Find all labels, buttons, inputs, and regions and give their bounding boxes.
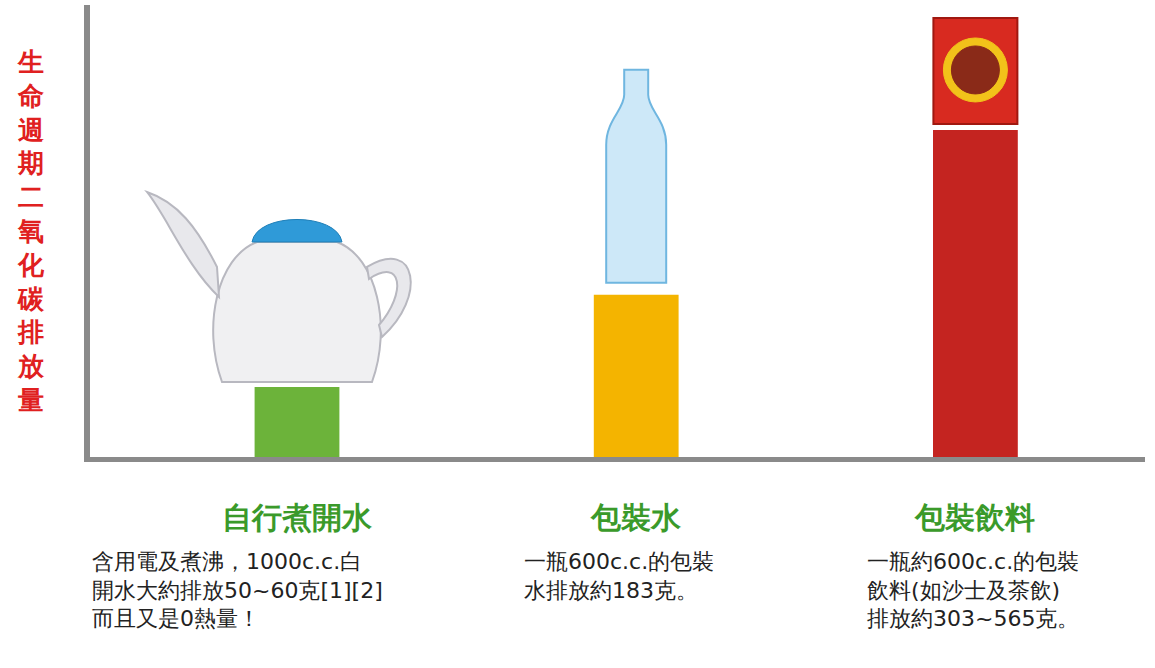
svg-text:包裝飲料: 包裝飲料 <box>914 500 1035 535</box>
svg-text:包裝水: 包裝水 <box>590 500 682 535</box>
svg-text:生命週期二氧化碳排放量: 生命週期二氧化碳排放量 <box>17 47 45 415</box>
svg-text:含用電及煮沸，1000c.c.白開水大約排放50~60克[1: 含用電及煮沸，1000c.c.白開水大約排放50~60克[1][2]而且又是0熱… <box>92 549 383 631</box>
svg-text:自行煮開水: 自行煮開水 <box>222 500 373 535</box>
svg-text:一瓶600c.c.的包裝水排放約183克。: 一瓶600c.c.的包裝水排放約183克。 <box>524 549 714 603</box>
svg-text:一瓶約600c.c.的包裝飲料(如沙士及茶飲)排放約303~: 一瓶約600c.c.的包裝飲料(如沙士及茶飲)排放約303~565克。 <box>867 549 1079 631</box>
